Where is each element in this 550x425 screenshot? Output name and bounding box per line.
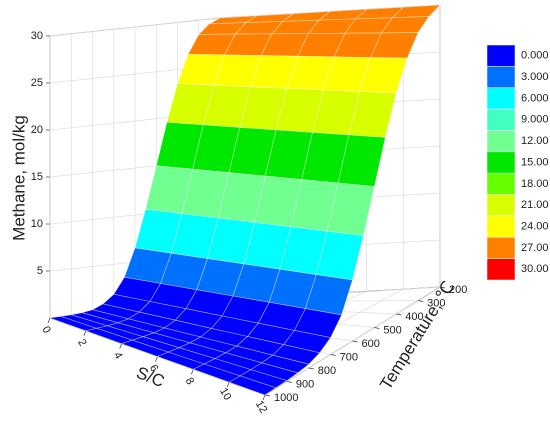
x-tick [262, 394, 266, 401]
surface-patch [228, 375, 277, 396]
x-tick [119, 343, 122, 349]
x-tick-label: 2 [75, 337, 88, 348]
colorbar-label: 30.00 [521, 263, 549, 275]
colorbar-box [486, 130, 516, 153]
x-tick-label: 8 [183, 376, 196, 387]
x-tick [191, 369, 194, 375]
colorbar-label: 6.000 [521, 92, 549, 104]
y-tick-label: 1000 [274, 392, 298, 404]
colorbar-box [486, 151, 516, 174]
y-tick [330, 354, 336, 356]
z-tick-label: 25 [31, 77, 43, 89]
z-tick-label: 30 [31, 30, 43, 42]
y-tick [264, 394, 271, 397]
y-tick-label: 400 [405, 311, 423, 323]
y-tick [352, 340, 358, 343]
y-tick-label: 900 [296, 378, 314, 390]
y-tick [308, 367, 314, 370]
colorbar-label: 12.00 [521, 135, 549, 147]
x-tick-label: 6 [147, 363, 160, 374]
colorbar-box [486, 44, 516, 67]
colorbar-label: 3.000 [521, 71, 549, 83]
y-tick-label: 800 [318, 365, 336, 377]
z-tick-label: 10 [31, 218, 43, 230]
x-tick [155, 356, 158, 362]
colorbar-label: 9.000 [521, 114, 549, 126]
y-tick [439, 286, 446, 289]
colorbar-label: 27.00 [521, 242, 549, 254]
z-tick-label: 15 [31, 171, 43, 183]
y-tick-label: 600 [362, 338, 380, 350]
colorbar-box [486, 66, 516, 88]
colorbar-box [486, 237, 516, 259]
colorbar-box [486, 258, 516, 281]
y-tick-label: 500 [383, 324, 401, 336]
colorbar-box [486, 172, 516, 195]
x-tick-label: 10 [217, 386, 234, 403]
colorbar-box [486, 108, 516, 131]
colorbar-label: 21.00 [521, 199, 549, 211]
z-tick-label: 5 [37, 265, 43, 277]
x-tick [226, 382, 230, 388]
y-tick [418, 300, 424, 302]
y-tick [374, 327, 380, 329]
colorbar-label: 18.00 [521, 178, 549, 190]
y-tick [396, 313, 402, 316]
z-tick-label: 20 [31, 124, 43, 136]
y-tick-label: 300 [427, 297, 445, 309]
x-tick [47, 317, 51, 324]
y-tick-label: 200 [449, 284, 467, 296]
colorbar-box [486, 194, 516, 217]
colorbar-box [486, 87, 516, 110]
colorbar-box [486, 215, 516, 238]
colorbar-label: 24.00 [521, 220, 549, 232]
x-tick-label: 4 [111, 350, 124, 361]
y-tick [286, 381, 292, 383]
colorbar-label: 15.00 [521, 156, 549, 168]
x-tick-label: 12 [253, 399, 270, 416]
y-tick-label: 700 [340, 351, 358, 363]
z-axis-label: Methane, mol/kg [9, 115, 28, 241]
x-tick [83, 330, 87, 336]
x-tick-label: 0 [39, 324, 52, 335]
colorbar-label: 0.000 [521, 50, 549, 62]
